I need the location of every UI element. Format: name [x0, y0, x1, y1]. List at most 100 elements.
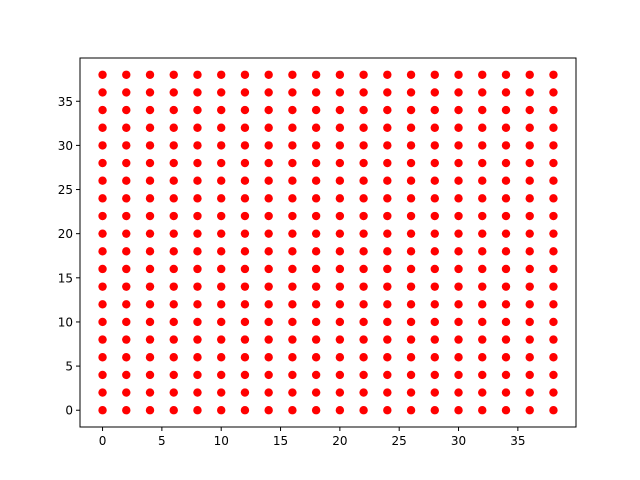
data-point [288, 388, 297, 397]
data-point [311, 88, 321, 97]
data-point [145, 123, 155, 132]
data-point [383, 300, 392, 309]
data-point [478, 229, 487, 238]
data-point [98, 317, 107, 327]
data-point [288, 247, 297, 256]
x-tick-label: 35 [510, 434, 525, 448]
data-point [359, 247, 368, 256]
data-point [264, 194, 273, 203]
data-point [430, 317, 439, 327]
data-point [406, 317, 416, 327]
data-point [383, 370, 392, 380]
data-point [311, 317, 321, 327]
data-point [335, 141, 345, 150]
data-point [501, 317, 511, 327]
y-tick-label: 5 [65, 360, 73, 374]
data-point [454, 353, 463, 362]
data-point [383, 335, 392, 344]
data-point [217, 123, 226, 132]
data-point [311, 264, 321, 274]
data-point [478, 353, 487, 362]
data-point [335, 123, 345, 132]
data-point [525, 317, 534, 327]
x-tick-label: 10 [214, 434, 229, 448]
data-point [217, 88, 226, 97]
data-point [98, 105, 107, 115]
data-point [359, 123, 368, 132]
data-point [454, 300, 463, 309]
data-point [264, 335, 273, 344]
data-point [264, 123, 273, 132]
data-point [478, 264, 487, 274]
data-point [406, 158, 416, 168]
data-point [122, 123, 131, 132]
data-point [122, 229, 131, 238]
data-point [193, 123, 202, 132]
data-point [217, 141, 226, 150]
data-point [454, 335, 463, 344]
data-point [217, 176, 226, 185]
data-point [145, 176, 155, 185]
data-point [217, 353, 226, 362]
data-point [240, 158, 250, 168]
data-point [288, 406, 297, 415]
data-point [406, 335, 416, 344]
data-point [145, 353, 155, 362]
y-tick-label: 10 [58, 315, 73, 329]
data-point [359, 194, 368, 203]
data-point [359, 229, 368, 238]
points-layer [98, 70, 558, 415]
data-point [430, 370, 439, 380]
data-point [145, 300, 155, 309]
data-point [193, 264, 202, 274]
data-point [240, 141, 250, 150]
data-point [525, 264, 534, 274]
data-point [430, 88, 439, 97]
data-point [549, 70, 558, 79]
data-point [169, 123, 178, 132]
data-point [311, 211, 321, 221]
data-point [122, 88, 131, 97]
data-point [335, 158, 345, 168]
data-point [240, 335, 250, 344]
data-point [454, 229, 463, 238]
data-point [335, 264, 345, 274]
data-point [193, 194, 202, 203]
data-point [430, 388, 439, 397]
data-point [501, 388, 511, 397]
data-point [311, 141, 321, 150]
data-point [264, 229, 273, 238]
data-point [406, 123, 416, 132]
data-point [454, 282, 463, 291]
data-point [525, 229, 534, 238]
data-point [383, 282, 392, 291]
data-point [264, 88, 273, 97]
data-point [169, 353, 178, 362]
data-point [430, 105, 439, 115]
data-point [98, 141, 107, 150]
data-point [193, 370, 202, 380]
data-point [406, 370, 416, 380]
data-point [98, 247, 107, 256]
data-point [501, 158, 511, 168]
data-point [145, 282, 155, 291]
data-point [145, 388, 155, 397]
data-point [311, 300, 321, 309]
data-point [288, 282, 297, 291]
data-point [98, 388, 107, 397]
data-point [501, 194, 511, 203]
data-point [525, 247, 534, 256]
data-point [406, 194, 416, 203]
data-point [549, 370, 558, 380]
data-point [193, 300, 202, 309]
data-point [240, 370, 250, 380]
data-point [122, 388, 131, 397]
data-point [359, 211, 368, 221]
data-point [335, 70, 345, 79]
data-point [169, 247, 178, 256]
data-point [549, 388, 558, 397]
data-point [288, 370, 297, 380]
data-point [288, 141, 297, 150]
data-point [240, 123, 250, 132]
